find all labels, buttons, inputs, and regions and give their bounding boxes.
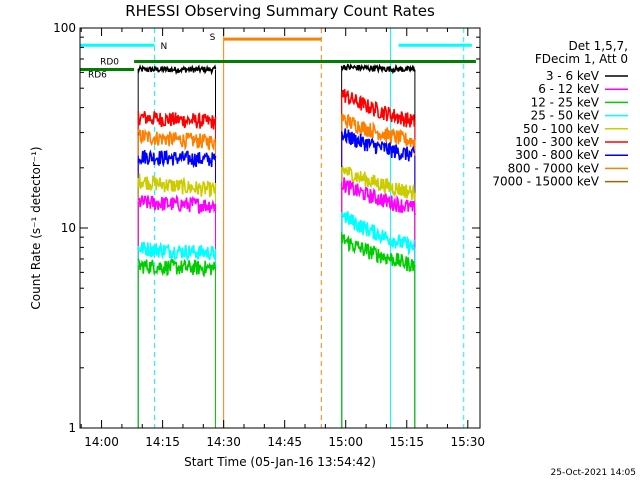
series-line-12-25-kev-seg0 (137, 258, 217, 278)
x-tick-label-1415: 14:15 (145, 435, 180, 449)
y-tick-label-10: 10 (61, 221, 76, 235)
series-line-3-6-kev-seg0 (137, 64, 217, 76)
rd0-label: RD0 (100, 57, 119, 67)
series-line-12-25-kev-seg1 (340, 232, 416, 272)
series-line-800-7000-kev-seg1 (340, 113, 416, 149)
rd6-label: RD6 (88, 71, 107, 81)
legend-label-1: 6 - 12 keV (538, 82, 600, 96)
legend-header-0: Det 1,5,7, (569, 39, 629, 53)
y-tick-label-100: 100 (53, 21, 76, 35)
legend-label-6: 300 - 800 keV (515, 148, 599, 162)
legend-label-2: 12 - 25 keV (531, 95, 600, 109)
x-tick-label-1400: 14:00 (84, 435, 119, 449)
x-tick-label-1500: 15:00 (328, 435, 363, 449)
series-line-25-50-kev-seg1 (340, 211, 416, 256)
legend-label-0: 3 - 6 keV (546, 69, 600, 83)
x-tick-label-1430: 14:30 (206, 435, 241, 449)
generated-timestamp: 25-Oct-2021 14:05 (551, 468, 636, 478)
series-line-100-300-kev-seg0 (137, 111, 217, 130)
series-line-25-50-kev-seg0 (137, 241, 217, 262)
y-axis-label: Count Rate (s⁻¹ detector⁻¹) (29, 146, 43, 309)
plot-area: N S RD0 RD6 (80, 28, 476, 428)
chart-title: RHESSI Observing Summary Count Rates (125, 2, 435, 20)
x-tick-label-1445: 14:45 (267, 435, 302, 449)
series-line-50-100-kev-seg0 (137, 173, 217, 198)
series-line-300-800-kev-seg1 (340, 128, 416, 162)
legend-label-8: 7000 - 15000 keV (492, 175, 599, 189)
legend-label-4: 50 - 100 keV (523, 122, 600, 136)
legend-label-7: 800 - 7000 keV (508, 161, 600, 175)
x-axis: 14:00 14:15 14:30 14:45 15:00 15:15 15:30 (80, 28, 485, 449)
x-axis-label: Start Time (05-Jan-16 13:54:42) (184, 455, 376, 469)
series-line-6-12-kev-seg1 (340, 177, 416, 216)
series-line-3-6-kev-seg1 (340, 62, 416, 75)
x-tick-label-1530: 15:30 (450, 435, 485, 449)
series-line-300-800-kev-seg0 (137, 149, 217, 169)
flag-label-s: S (210, 33, 216, 43)
flag-label-n: N (160, 42, 167, 52)
x-tick-label-1515: 15:15 (389, 435, 424, 449)
series-line-100-300-kev-seg1 (340, 88, 416, 128)
legend-label-3: 25 - 50 keV (531, 109, 600, 123)
series-line-800-7000-kev-seg0 (137, 128, 217, 152)
series-line-50-100-kev-seg1 (340, 165, 416, 201)
y-tick-label-1: 1 (68, 421, 76, 435)
series-line-6-12-kev-seg0 (137, 194, 217, 214)
plot-frame (79, 27, 481, 429)
legend-label-5: 100 - 300 keV (515, 135, 599, 149)
legend-header-1: FDecim 1, Att 0 (535, 52, 628, 66)
y-axis: 1 10 100 (53, 21, 480, 435)
